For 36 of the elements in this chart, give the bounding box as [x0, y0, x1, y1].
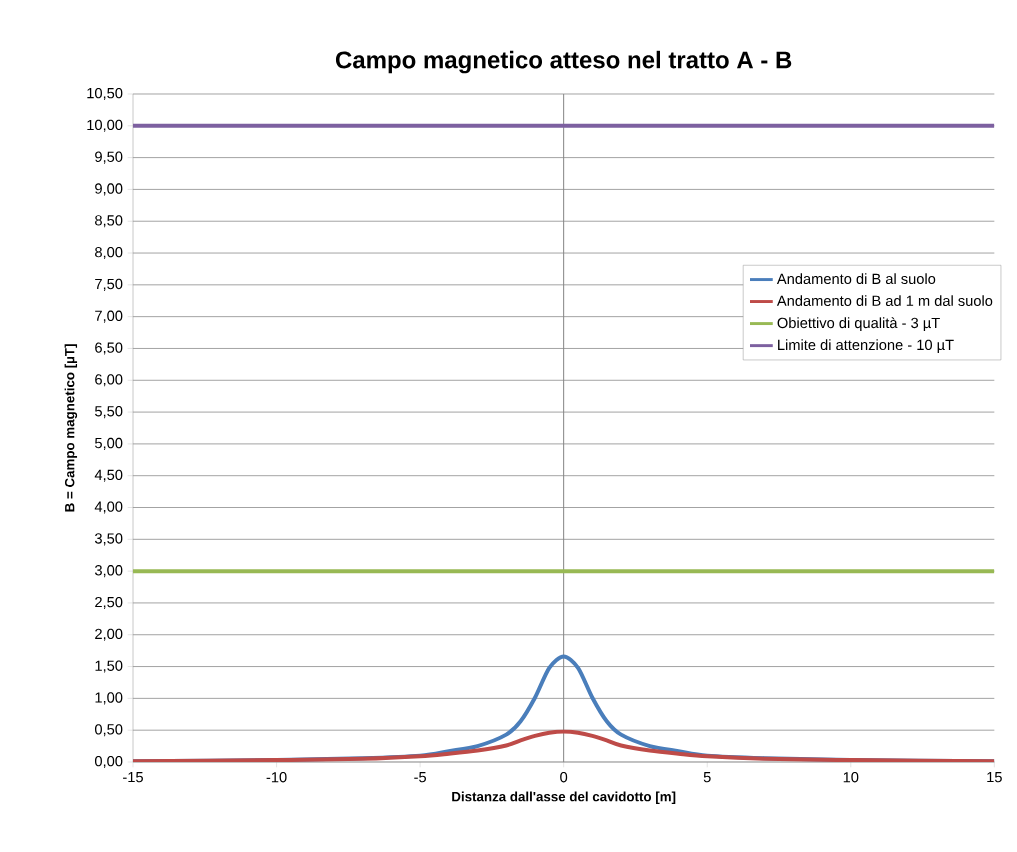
y-tick-label: 7,00 [95, 310, 123, 323]
y-tick-label: 0,00 [94, 755, 123, 769]
y-tick-label: 3,50 [94, 533, 123, 546]
x-axis-title: Distanza dall'asse del cavidotto [m] [452, 791, 676, 804]
legend-label: Limite di attenzione - 10 µT [778, 339, 954, 353]
y-tick-label: 1,00 [95, 692, 123, 705]
y-axis-title: B = Campo magnetico [µT] [64, 344, 78, 512]
legend-label: Obiettivo di qualità - 3 µT [777, 317, 940, 332]
y-tick-label: 3,00 [94, 565, 123, 578]
x-tick-label: 10 [843, 772, 859, 783]
x-tick-label: 5 [703, 772, 711, 783]
y-tick-label: 4,00 [94, 501, 123, 514]
y-tick-label: 2,00 [95, 628, 123, 641]
x-tick-label: -10 [266, 772, 287, 783]
x-tick-label: 0 [560, 772, 568, 783]
y-tick-label: 6,50 [95, 342, 123, 355]
y-tick-label: 9,00 [95, 183, 123, 196]
y-tick-label: 4,50 [94, 469, 123, 482]
y-tick-label: 6,00 [95, 374, 123, 387]
chart-title: Campo magnetico atteso nel tratto A - B [335, 50, 792, 74]
y-tick-label: 7,50 [95, 278, 123, 291]
y-tick-label: 8,00 [95, 246, 123, 260]
legend-label: Andamento di B ad 1 m dal suolo [776, 295, 993, 306]
y-tick-label: 10,50 [87, 87, 123, 101]
y-tick-label: 2,50 [95, 596, 123, 609]
y-tick-label: 1,50 [95, 660, 123, 673]
y-tick-label: 5,50 [95, 406, 123, 419]
y-tick-label: 5,00 [95, 437, 123, 450]
y-tick-label: 9,50 [95, 151, 123, 164]
y-tick-label: 0,50 [94, 724, 123, 737]
x-tick-label: -5 [414, 772, 427, 783]
legend-label: Andamento di B al suolo [776, 273, 936, 285]
y-tick-label: 10,00 [87, 119, 123, 132]
x-tick-label: 15 [987, 772, 1002, 783]
y-tick-label: 8,50 [95, 215, 123, 228]
x-tick-label: -15 [123, 772, 143, 783]
